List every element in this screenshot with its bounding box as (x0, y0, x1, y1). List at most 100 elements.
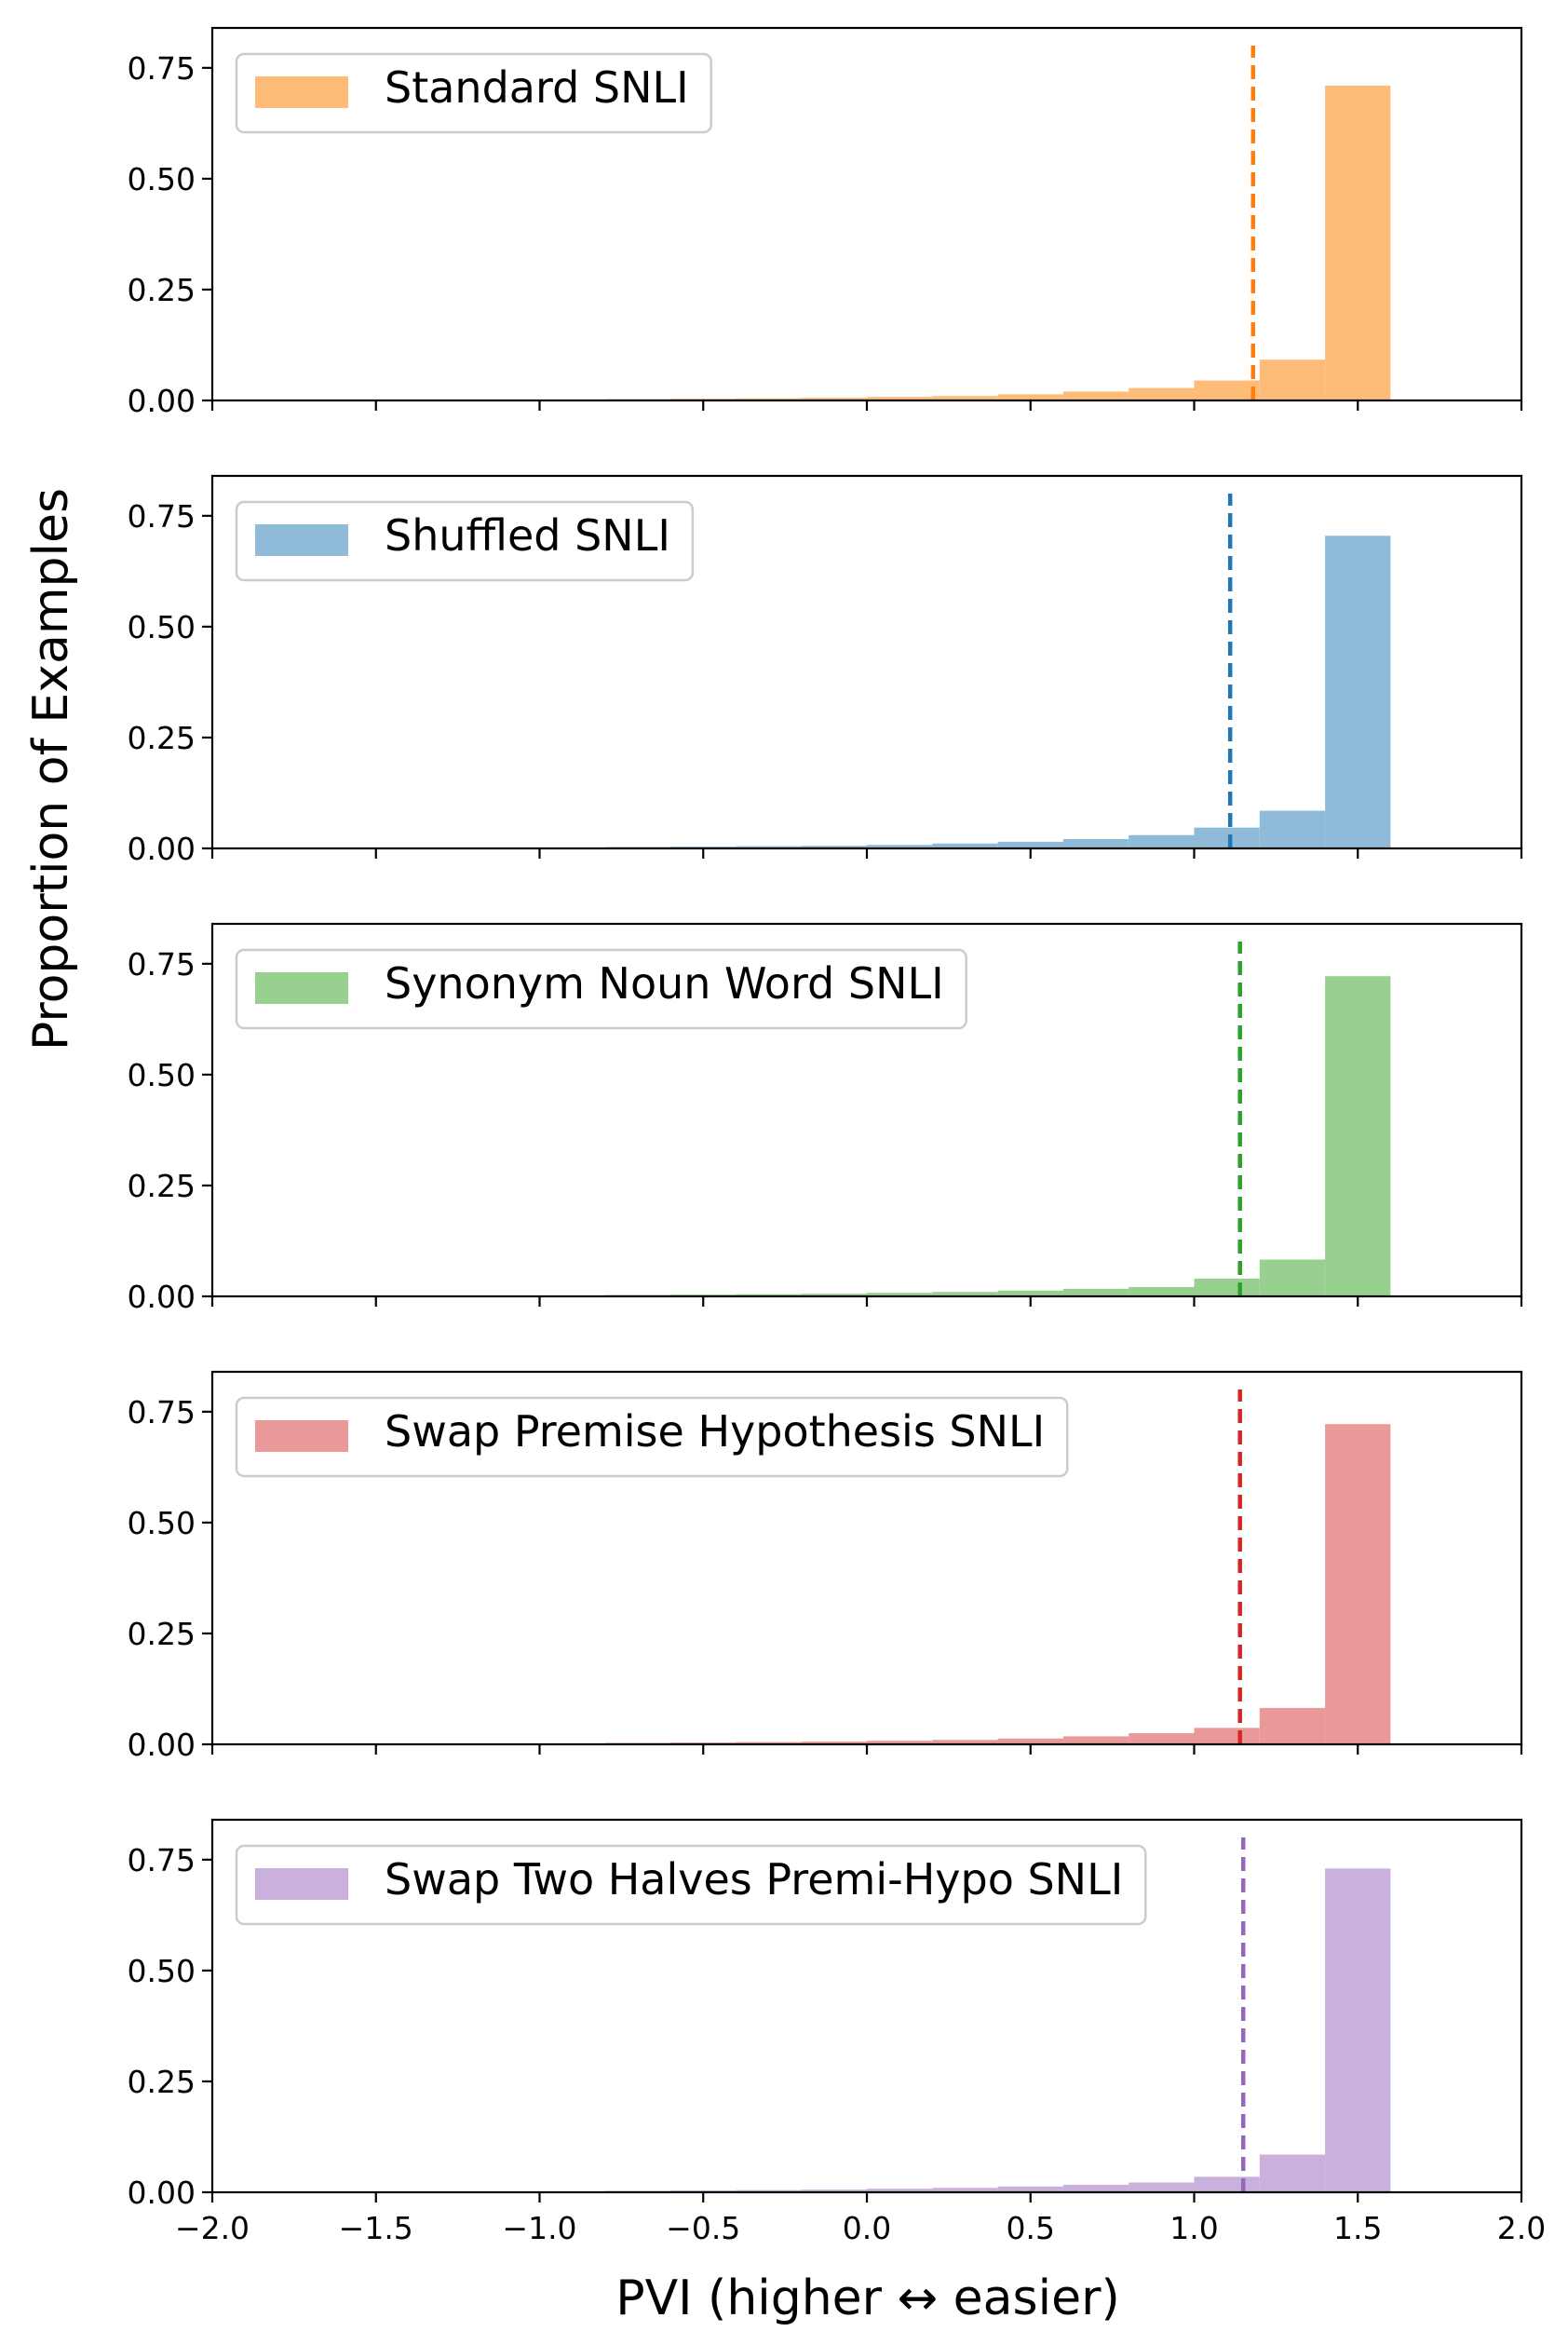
histogram-bar (932, 1292, 998, 1296)
histogram-bar (736, 1742, 802, 1744)
histogram-bar (1259, 359, 1326, 400)
x-tick-label: 0.0 (843, 2210, 891, 2246)
histogram-bar (1062, 2184, 1129, 2192)
legend-box (235, 1396, 1069, 1478)
legend-swatch (255, 1868, 348, 1900)
y-tick-label: 0.75 (128, 50, 196, 87)
x-tick-label: 1.5 (1333, 2210, 1382, 2246)
x-tick-label: −2.0 (175, 2210, 250, 2246)
histogram-bar (1194, 2176, 1260, 2192)
histogram-bar (997, 841, 1063, 848)
histogram-bar (1129, 1733, 1195, 1744)
legend-label: Swap Two Halves Premi-Hypo SNLI (385, 1854, 1123, 1904)
x-tick-label: 1.0 (1169, 2210, 1218, 2246)
histogram-bar (801, 2189, 867, 2192)
histogram-bar (1062, 391, 1129, 400)
panel-5: 0.00 0.25 0.50 0.75 −2.0 −1.5 −1.0 −0.5 0.0 0.5 1.… (128, 1818, 1546, 2246)
histogram-bar (1259, 810, 1326, 848)
histogram-bar (1129, 834, 1195, 848)
histogram-bar (867, 1741, 933, 1744)
histogram-bar (997, 1738, 1063, 1744)
histogram-bar (801, 398, 867, 400)
y-tick-label: 0.75 (128, 946, 196, 983)
histogram-bar (1129, 387, 1195, 400)
y-tick-label: 0.50 (128, 1057, 196, 1093)
panel-3: 0.00 0.25 0.50 0.75 Synonym Noun Word SNLI (128, 922, 1523, 1315)
histogram-bar (932, 396, 998, 400)
y-tick-label: 0.25 (128, 2064, 196, 2100)
panel-2: 0.00 0.25 0.50 0.75 Shuffled SNLI (128, 474, 1523, 867)
histogram-bar (1259, 2154, 1326, 2192)
legend: Synonym Noun Word SNLI (235, 948, 967, 1030)
histogram-bar (1129, 2182, 1195, 2192)
histogram-bar (932, 843, 998, 848)
legend: Swap Premise Hypothesis SNLI (235, 1396, 1069, 1478)
histogram-bar (1259, 1707, 1326, 1744)
histogram-bar (736, 2189, 802, 2192)
legend-swatch (255, 972, 348, 1004)
x-tick-label: 2.0 (1497, 2210, 1546, 2246)
legend-swatch (255, 524, 348, 556)
y-tick-label: 0.75 (128, 1394, 196, 1430)
y-tick-label: 0.75 (128, 498, 196, 535)
histogram-bar (1194, 1728, 1260, 1744)
y-tick-label: 0.00 (128, 1279, 196, 1315)
legend-box (235, 948, 967, 1030)
histogram-bar (1325, 1868, 1391, 2192)
y-tick-label: 0.75 (128, 1842, 196, 1878)
legend-label: Synonym Noun Word SNLI (385, 958, 944, 1009)
histogram-bar (1325, 535, 1391, 848)
y-tick-label: 0.50 (128, 1505, 196, 1541)
legend: Swap Two Halves Premi-Hypo SNLI (235, 1844, 1147, 1926)
histogram-bar (736, 1294, 802, 1296)
histogram-bar (1062, 839, 1129, 848)
histogram-bar (867, 845, 933, 848)
y-axis-title: Proportion of Examples (23, 488, 79, 1051)
legend-box (235, 52, 712, 134)
histogram-bar (801, 1742, 867, 1744)
histogram-bar (932, 2188, 998, 2192)
histogram-bar (1259, 1259, 1326, 1296)
x-tick-label: −0.5 (666, 2210, 740, 2246)
y-tick-label: 0.50 (128, 161, 196, 197)
histogram-bar (932, 1740, 998, 1744)
histogram-bar (997, 2186, 1063, 2192)
panel-1: 0.00 0.25 0.50 0.75 Standard SNLI (128, 26, 1523, 419)
legend: Standard SNLI (235, 52, 712, 134)
panels: 0.00 0.25 0.50 0.75 Standard SNLI 0.00 0.25 0.5… (128, 26, 1546, 2246)
histogram-bar (1325, 85, 1391, 401)
legend-label: Standard SNLI (385, 62, 689, 113)
histogram-bar (1062, 1736, 1129, 1744)
legend-label: Shuffled SNLI (385, 510, 670, 561)
y-tick-label: 0.25 (128, 1168, 196, 1204)
y-tick-label: 0.00 (128, 831, 196, 867)
histogram-bar (1194, 380, 1260, 400)
histogram-bar (867, 2189, 933, 2192)
y-tick-label: 0.00 (128, 2175, 196, 2211)
histogram-bar (867, 1293, 933, 1296)
y-tick-label: 0.25 (128, 1616, 196, 1652)
histogram-bar (736, 398, 802, 400)
histogram-bar (736, 846, 802, 848)
legend-box (235, 1844, 1147, 1926)
x-tick-label: 0.5 (1007, 2210, 1055, 2246)
histogram-bar (801, 1294, 867, 1296)
histogram-bar (867, 397, 933, 400)
x-tick-label: −1.0 (502, 2210, 576, 2246)
histogram-bar (1129, 1287, 1195, 1296)
legend-label: Swap Premise Hypothesis SNLI (385, 1406, 1045, 1457)
x-axis-title: PVI (higher ↔ easier) (615, 2270, 1120, 2326)
y-tick-label: 0.25 (128, 720, 196, 756)
histogram-bar (997, 394, 1063, 400)
legend-swatch (255, 1420, 348, 1452)
legend-box (235, 500, 695, 582)
histogram-bar (1062, 1288, 1129, 1296)
legend: Shuffled SNLI (235, 500, 695, 582)
histogram-bar (1194, 827, 1260, 848)
panel-4: 0.00 0.25 0.50 0.75 Swap Premise Hypothesis … (128, 1370, 1523, 1763)
histogram-bar (801, 846, 867, 848)
x-tick-label: −1.5 (339, 2210, 413, 2246)
histogram-bar (1325, 976, 1391, 1296)
y-tick-label: 0.00 (128, 1727, 196, 1763)
